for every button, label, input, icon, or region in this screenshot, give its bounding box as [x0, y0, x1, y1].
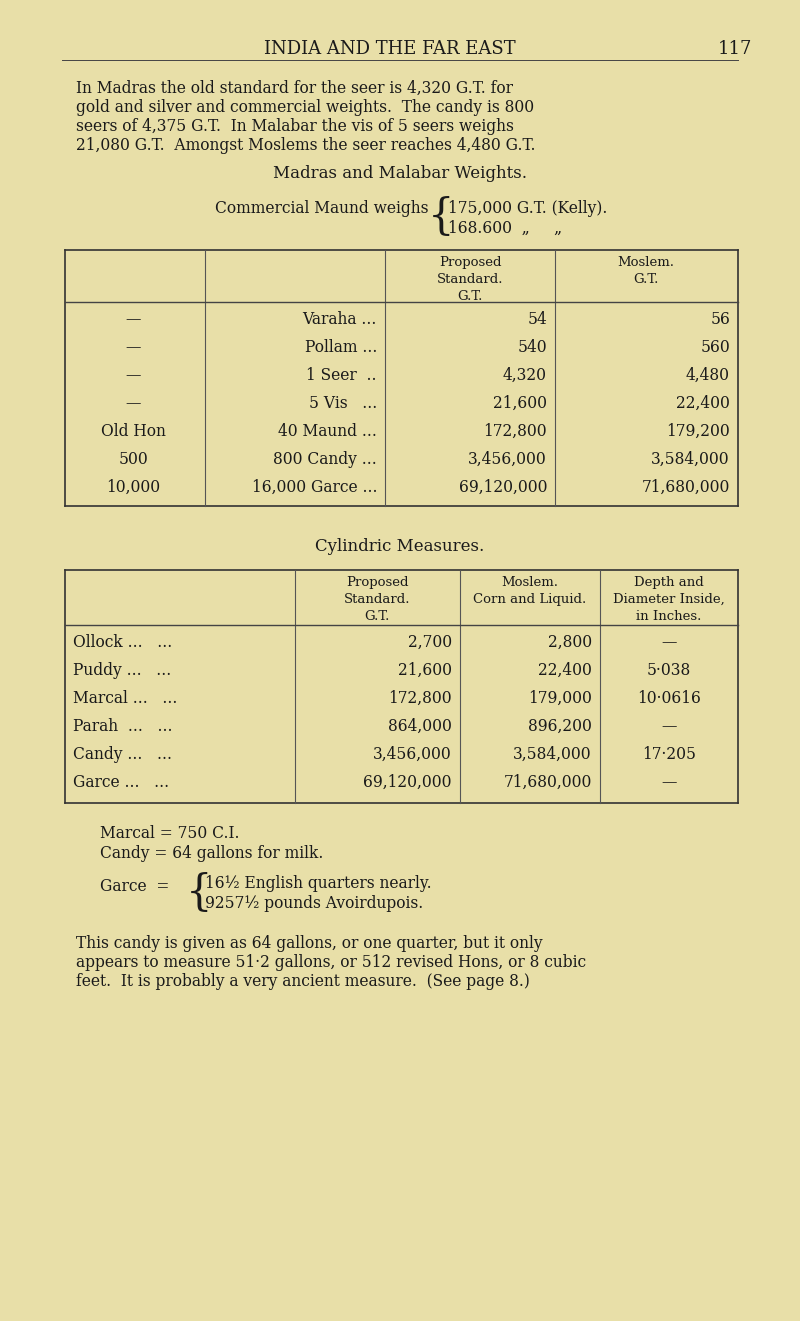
Text: 896,200: 896,200 [528, 719, 592, 734]
Text: feet.  It is probably a very ancient measure.  (See page 8.): feet. It is probably a very ancient meas… [76, 974, 530, 989]
Text: Varaha ...: Varaha ... [302, 310, 377, 328]
Text: Pollam ...: Pollam ... [305, 339, 377, 355]
Text: Madras and Malabar Weights.: Madras and Malabar Weights. [273, 165, 527, 182]
Text: Puddy ...   ...: Puddy ... ... [73, 662, 171, 679]
Text: Cylindric Measures.: Cylindric Measures. [315, 538, 485, 555]
Text: 21,600: 21,600 [493, 395, 547, 412]
Text: Candy ...   ...: Candy ... ... [73, 746, 172, 764]
Text: 3,456,000: 3,456,000 [374, 746, 452, 764]
Text: 117: 117 [718, 40, 752, 58]
Text: —: — [126, 310, 141, 328]
Text: 560: 560 [700, 339, 730, 355]
Text: INDIA AND THE FAR EAST: INDIA AND THE FAR EAST [264, 40, 516, 58]
Text: gold and silver and commercial weights.  The candy is 800: gold and silver and commercial weights. … [76, 99, 534, 116]
Text: 172,800: 172,800 [483, 423, 547, 440]
Text: 864,000: 864,000 [388, 719, 452, 734]
Text: —: — [662, 634, 677, 651]
Text: Marcal = 750 C.I.: Marcal = 750 C.I. [100, 826, 239, 841]
Text: 2,700: 2,700 [408, 634, 452, 651]
Text: —: — [126, 395, 141, 412]
Text: 22,400: 22,400 [538, 662, 592, 679]
Text: 540: 540 [518, 339, 547, 355]
Text: 2,800: 2,800 [548, 634, 592, 651]
Text: 4,480: 4,480 [686, 367, 730, 384]
Text: Garce ...   ...: Garce ... ... [73, 774, 169, 791]
Text: 4,320: 4,320 [503, 367, 547, 384]
Text: Ollock ...   ...: Ollock ... ... [73, 634, 172, 651]
Text: 16½ English quarters nearly.: 16½ English quarters nearly. [205, 875, 432, 892]
Text: 3,584,000: 3,584,000 [651, 450, 730, 468]
Text: 40 Maund ...: 40 Maund ... [278, 423, 377, 440]
Text: 179,200: 179,200 [666, 423, 730, 440]
Text: 21,600: 21,600 [398, 662, 452, 679]
Text: Garce  =: Garce = [100, 878, 170, 896]
Text: —: — [662, 719, 677, 734]
Text: Candy = 64 gallons for milk.: Candy = 64 gallons for milk. [100, 845, 323, 863]
Text: 22,400: 22,400 [676, 395, 730, 412]
Text: 172,800: 172,800 [388, 690, 452, 707]
Text: Marcal ...   ...: Marcal ... ... [73, 690, 178, 707]
Text: Depth and
Diameter Inside,
in Inches.: Depth and Diameter Inside, in Inches. [613, 576, 725, 624]
Text: 5·038: 5·038 [647, 662, 691, 679]
Text: 17·205: 17·205 [642, 746, 696, 764]
Text: Moslem.
Corn and Liquid.: Moslem. Corn and Liquid. [474, 576, 586, 606]
Text: 175,000 G.T. (Kelly).: 175,000 G.T. (Kelly). [448, 199, 607, 217]
Text: Proposed
Standard.
G.T.: Proposed Standard. G.T. [437, 256, 503, 303]
Text: 168.600  „     „: 168.600 „ „ [448, 221, 562, 236]
Text: 69,120,000: 69,120,000 [458, 480, 547, 495]
Text: —: — [126, 339, 141, 355]
Text: 54: 54 [527, 310, 547, 328]
Text: 1 Seer  ..: 1 Seer .. [306, 367, 377, 384]
Text: 5 Vis   ...: 5 Vis ... [309, 395, 377, 412]
Text: {: { [428, 196, 454, 238]
Text: 3,584,000: 3,584,000 [514, 746, 592, 764]
Text: 10,000: 10,000 [106, 480, 160, 495]
Text: Commercial Maund weighs: Commercial Maund weighs [215, 199, 429, 217]
Text: In Madras the old standard for the seer is 4,320 G.T. for: In Madras the old standard for the seer … [76, 81, 513, 96]
Text: 56: 56 [710, 310, 730, 328]
Text: 500: 500 [118, 450, 148, 468]
Text: 179,000: 179,000 [528, 690, 592, 707]
Text: 16,000 Garce ...: 16,000 Garce ... [251, 480, 377, 495]
Text: This candy is given as 64 gallons, or one quarter, but it only: This candy is given as 64 gallons, or on… [76, 935, 542, 952]
Text: appears to measure 51·2 gallons, or 512 revised Hons, or 8 cubic: appears to measure 51·2 gallons, or 512 … [76, 954, 586, 971]
Text: 3,456,000: 3,456,000 [468, 450, 547, 468]
Text: —: — [662, 774, 677, 791]
Text: {: { [186, 872, 213, 914]
Text: —: — [126, 367, 141, 384]
Text: 800 Candy ...: 800 Candy ... [274, 450, 377, 468]
Text: Moslem.
G.T.: Moslem. G.T. [618, 256, 674, 287]
Text: Old Hon: Old Hon [101, 423, 166, 440]
Text: 71,680,000: 71,680,000 [642, 480, 730, 495]
Text: Proposed
Standard.
G.T.: Proposed Standard. G.T. [344, 576, 410, 624]
Text: 9257½ pounds Avoirdupois.: 9257½ pounds Avoirdupois. [205, 896, 423, 911]
Text: 69,120,000: 69,120,000 [363, 774, 452, 791]
Text: 21,080 G.T.  Amongst Moslems the seer reaches 4,480 G.T.: 21,080 G.T. Amongst Moslems the seer rea… [76, 137, 535, 155]
Text: 71,680,000: 71,680,000 [504, 774, 592, 791]
Text: 10·0616: 10·0616 [637, 690, 701, 707]
Text: seers of 4,375 G.T.  In Malabar the vis of 5 seers weighs: seers of 4,375 G.T. In Malabar the vis o… [76, 118, 514, 135]
Text: Parah  ...   ...: Parah ... ... [73, 719, 173, 734]
